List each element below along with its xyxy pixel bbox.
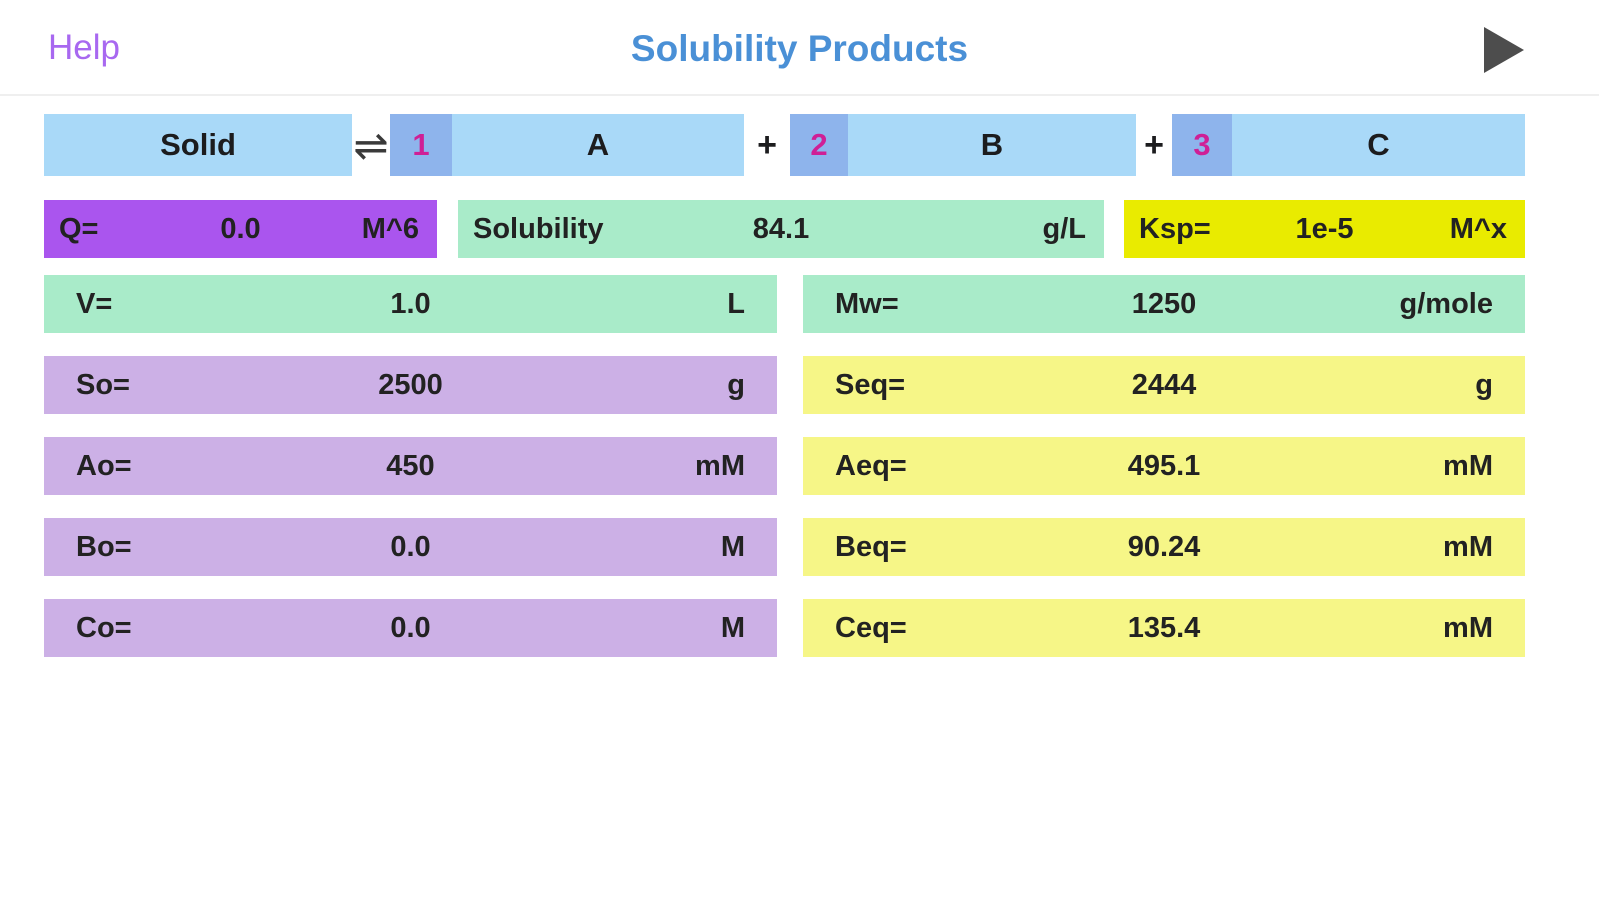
solid-initial-field[interactable]: So= 2500 g [44,356,777,414]
a-initial-field[interactable]: Ao= 450 mM [44,437,777,495]
coefficient-c-box[interactable]: 3 [1172,114,1232,176]
so-value: 2500 [378,368,443,401]
volume-unit: L [727,287,745,320]
species-c-label: C [1367,127,1390,162]
c-equilibrium-box: Ceq= 135.4 mM [803,599,1525,657]
ceq-value: 135.4 [1127,611,1201,644]
solid-box: Solid [44,114,352,176]
q-label: Q= [59,212,99,245]
beq-value: 90.24 [1127,530,1201,563]
coefficient-a-box[interactable]: 1 [390,114,452,176]
volume-value: 1.0 [390,287,431,320]
co-value: 0.0 [390,611,431,644]
beq-label: Beq= [835,530,907,563]
so-unit: g [727,368,745,401]
coefficient-b: 2 [810,127,828,162]
coefficient-b-box[interactable]: 2 [790,114,848,176]
ceq-unit: mM [1443,611,1493,644]
ksp-label: Ksp= [1139,212,1211,245]
bo-unit: M [720,530,745,563]
solubility-unit: g/L [1042,212,1087,245]
molecular-weight-field[interactable]: Mw= 1250 g/mole [803,275,1525,333]
plus-sign: + [757,125,777,164]
ksp-value: 1e-5 [1295,212,1354,245]
species-b-box[interactable]: B [848,114,1136,176]
ao-unit: mM [695,449,745,482]
plus-sign: + [1144,125,1164,164]
co-unit: M [720,611,745,644]
bo-label: Bo= [76,530,132,563]
mw-label: Mw= [835,287,899,320]
a-equilibrium-box: Aeq= 495.1 mM [803,437,1525,495]
q-output-box: Q= 0.0 M^6 [44,200,437,258]
so-label: So= [76,368,130,401]
species-a-label: A [586,127,610,162]
play-icon[interactable] [1484,27,1524,73]
mw-unit: g/mole [1399,287,1493,320]
equilibrium-arrows-icon: ⇌ [353,120,389,170]
b-initial-field[interactable]: Bo= 0.0 M [44,518,777,576]
volume-field[interactable]: V= 1.0 L [44,275,777,333]
nav-bar: Help Solubility Products [0,0,1599,96]
species-a-box[interactable]: A [452,114,744,176]
aeq-unit: mM [1443,449,1493,482]
volume-label: V= [76,287,113,320]
solubility-label: Solubility [473,212,604,245]
bo-value: 0.0 [390,530,431,563]
coefficient-c: 3 [1193,127,1211,162]
ao-value: 450 [386,449,435,482]
species-c-box[interactable]: C [1232,114,1525,176]
q-unit: M^6 [361,212,419,245]
b-equilibrium-box: Beq= 90.24 mM [803,518,1525,576]
q-value: 0.0 [220,212,261,245]
co-label: Co= [76,611,132,644]
solubility-value: 84.1 [752,212,810,245]
species-b-label: B [980,127,1004,162]
coefficient-a: 1 [412,127,430,162]
ksp-unit: M^x [1449,212,1507,245]
seq-unit: g [1475,368,1493,401]
help-button[interactable]: Help [48,28,120,67]
aeq-value: 495.1 [1127,449,1201,482]
ao-label: Ao= [76,449,132,482]
solid-equilibrium-box: Seq= 2444 g [803,356,1525,414]
aeq-label: Aeq= [835,449,907,482]
seq-label: Seq= [835,368,906,401]
ceq-label: Ceq= [835,611,907,644]
solid-label: Solid [160,127,236,162]
page-title: Solubility Products [630,28,969,69]
beq-unit: mM [1443,530,1493,563]
ksp-field[interactable]: Ksp= 1e-5 M^x [1124,200,1525,258]
seq-value: 2444 [1131,368,1197,401]
c-initial-field[interactable]: Co= 0.0 M [44,599,777,657]
solubility-output-box: Solubility 84.1 g/L [458,200,1104,258]
mw-value: 1250 [1131,287,1197,320]
